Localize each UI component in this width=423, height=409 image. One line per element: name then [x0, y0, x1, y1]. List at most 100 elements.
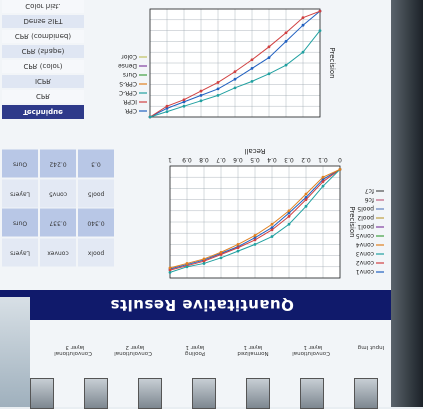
table-row: CPR (combined)	[2, 30, 84, 43]
legend-entry: CPR-C	[119, 89, 137, 96]
table-cell: Layers	[2, 238, 38, 266]
data-point	[199, 99, 203, 103]
data-point	[185, 262, 189, 265]
x-tick-label: 0	[338, 156, 342, 163]
data-point	[216, 87, 220, 91]
legend-entry: conv4	[356, 241, 374, 248]
layer-block	[354, 378, 378, 409]
data-point	[219, 253, 223, 256]
table-cell: 0.337	[40, 209, 76, 237]
flow-node: Convolutional layer 3	[54, 344, 92, 356]
table-row: CPR (shape)	[2, 45, 84, 58]
data-point	[304, 192, 308, 196]
table-row: CPR (color)	[2, 60, 84, 73]
x-tick-label: 0.2	[301, 156, 311, 163]
flow-node: Normalized layer 1	[237, 344, 269, 356]
chart-group: 0 0.1 0.2 0.3 0.4 0.5 0.6 0.7 0.8 0.9 1 Recall Preci…	[168, 147, 384, 279]
data-point	[321, 175, 325, 179]
layer-table: Ours 0.242 0.3 Layers conv5 pool5 Ours 0…	[2, 150, 114, 266]
page-curl	[0, 297, 30, 407]
legend-entry: fc6	[365, 196, 374, 203]
legend-entry: CPR	[125, 107, 137, 114]
legend-entry: CPR-S	[119, 80, 137, 87]
network-diagram: Input Img Convolutional layer 1 Normaliz…	[0, 336, 403, 409]
layer-block	[246, 378, 270, 409]
precision-chart-top: Precision CPR ICPR CPR-C CPR-S Ours Dense Color	[118, 8, 336, 119]
data-point	[318, 29, 322, 32]
table-row: Color hist.	[2, 0, 84, 13]
data-point	[236, 243, 240, 246]
data-point	[304, 195, 308, 199]
data-point	[287, 215, 291, 218]
data-point	[253, 236, 257, 240]
data-point	[267, 45, 271, 49]
layer-block	[300, 378, 324, 409]
banner-title: Quantitative Results	[109, 296, 294, 314]
legend-entry: conv5	[356, 232, 374, 239]
data-point	[148, 115, 152, 119]
data-point	[233, 77, 237, 81]
data-point	[321, 178, 325, 181]
data-point	[216, 81, 220, 84]
table-cell: pool5	[78, 179, 114, 207]
table-cell: convex	[40, 238, 76, 266]
data-point	[202, 257, 206, 261]
data-point	[301, 50, 305, 54]
flow-node: Convolutional layer 1	[292, 344, 330, 356]
x-tick-label: 0.1	[318, 156, 328, 163]
data-point	[267, 72, 271, 76]
data-point	[270, 226, 274, 229]
data-point	[250, 58, 254, 62]
plot-frame	[149, 8, 321, 118]
legend-entry: Ours	[123, 71, 137, 78]
table-cell: Ours	[2, 209, 38, 237]
data-point	[236, 246, 240, 250]
data-point	[318, 9, 322, 13]
data-point	[253, 234, 257, 237]
data-point	[168, 268, 172, 272]
layer-block	[84, 378, 108, 409]
legend-entry: Color	[121, 53, 137, 60]
data-point	[182, 98, 186, 102]
technique-table: Color hist. Dense SIFT CPR (combined) CP…	[2, 0, 84, 120]
data-point	[199, 94, 203, 97]
table-cell: Ours	[2, 150, 38, 178]
x-tick-label: 0.9	[182, 156, 192, 163]
data-point	[270, 235, 274, 238]
table-cell: 0.3	[78, 150, 114, 178]
layer-block	[138, 378, 162, 409]
data-point	[202, 262, 206, 265]
data-point	[301, 23, 305, 27]
data-point	[168, 271, 172, 274]
data-point	[253, 238, 257, 242]
x-axis-label: Recall	[245, 147, 266, 155]
legend-entry: pool5	[357, 205, 374, 212]
data-point	[287, 209, 291, 213]
x-tick-label: 0.4	[267, 156, 277, 163]
table-row: Dense SIFT	[2, 15, 84, 28]
x-tick-label: 0.8	[199, 156, 209, 163]
table-cell: conv5	[40, 179, 76, 207]
data-point	[267, 56, 271, 59]
table-row: ICPR	[2, 75, 84, 88]
legend-entry: conv1	[356, 268, 374, 275]
data-point	[301, 16, 305, 20]
data-point	[321, 184, 325, 188]
page-shadow	[391, 0, 423, 407]
data-point	[321, 180, 325, 184]
x-tick-label: 0.6	[233, 156, 243, 163]
legend-entry: conv2	[356, 259, 374, 266]
layer-block	[192, 378, 216, 409]
table-row: CPR	[2, 90, 84, 103]
data-point	[287, 211, 291, 215]
data-point	[216, 94, 220, 97]
flow-node: Input Img	[357, 344, 385, 350]
data-point	[304, 198, 308, 201]
data-point	[219, 250, 223, 254]
data-point	[236, 249, 240, 253]
y-axis-label: Precision	[348, 206, 356, 237]
data-point	[250, 67, 254, 70]
data-point	[284, 31, 288, 35]
data-point	[199, 89, 203, 93]
layer-block	[30, 378, 54, 409]
